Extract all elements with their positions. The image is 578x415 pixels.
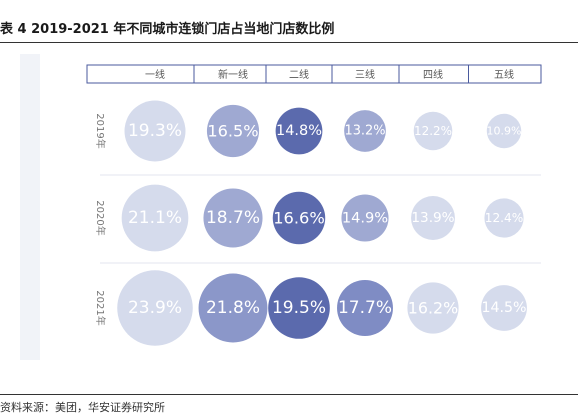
bubble-circle (121, 184, 189, 252)
bubble-2-1: 21.8% (198, 273, 268, 343)
bubble-0-0: 19.3% (124, 100, 186, 162)
bubble-0-3: 13.2% (344, 110, 386, 152)
bubble-label: 21.8% (206, 298, 260, 318)
chart-title: 表 4 2019-2021 年不同城市连锁门店占当地门店数比例 (0, 22, 335, 37)
bubble-label: 12.2% (414, 124, 452, 138)
header-frame (86, 64, 542, 84)
bubble-2-0: 23.9% (117, 270, 193, 346)
bubble-label: 12.4% (485, 211, 524, 225)
figure-left-panel (20, 54, 40, 360)
bubble-label: 23.9% (128, 298, 182, 318)
bubble-1-4: 13.9% (411, 196, 455, 240)
bubble-circle (484, 198, 524, 238)
bubble-label: 14.8% (276, 123, 322, 139)
bubble-circle (268, 277, 330, 339)
bubble-circle (411, 196, 455, 240)
row-label-0: 2019年 (94, 113, 107, 148)
bubble-label: 17.7% (338, 298, 392, 318)
bubble-label: 19.3% (128, 121, 182, 141)
bubble-circle (124, 100, 186, 162)
bubble-circle (275, 107, 323, 155)
bubble-circle (407, 282, 459, 334)
row-label-1: 2020年 (94, 200, 107, 235)
bubble-circle (272, 191, 326, 245)
bubble-label: 14.9% (342, 210, 388, 227)
bubble-circle (203, 188, 263, 248)
bubble-label: 13.2% (344, 124, 385, 139)
header-row: 一线 新一线 二线 三线 四线 五线 (86, 64, 542, 84)
bubble-label: 21.1% (128, 208, 182, 228)
bubble-circle (341, 194, 389, 242)
header-label-5: 五线 (494, 68, 514, 81)
source-note: 资料来源：美团，华安证券研究所 (0, 401, 165, 414)
bubble-label: 16.2% (408, 299, 458, 318)
bubble-0-2: 14.8% (275, 107, 323, 155)
bubble-circle (198, 273, 268, 343)
bubble-circle (481, 285, 527, 331)
bubbles: 19.3% 16.5% 14.8% 13.2% 12.2% 10.9% 21.1% 18.7%… (117, 100, 527, 346)
bubble-circle (206, 104, 260, 158)
bubble-1-1: 18.7% (203, 188, 263, 248)
bubble-label: 16.6% (273, 209, 325, 228)
header-label-2: 二线 (289, 68, 309, 81)
bubble-circle (117, 270, 193, 346)
bubble-label: 13.9% (411, 210, 454, 226)
bubble-2-5: 14.5% (481, 285, 527, 331)
header-label-0: 一线 (145, 68, 165, 81)
bubble-2-2: 19.5% (268, 277, 330, 339)
bubble-2-3: 17.7% (337, 280, 393, 336)
bubble-circle (344, 110, 386, 152)
title-rule (0, 42, 578, 43)
bubble-2-4: 16.2% (407, 282, 459, 334)
bubble-label: 19.5% (272, 298, 326, 318)
bubble-1-5: 12.4% (484, 198, 524, 238)
bubble-label: 16.5% (207, 122, 258, 141)
bubble-0-1: 16.5% (206, 104, 260, 158)
source-rule (0, 394, 578, 395)
header-label-3: 三线 (355, 68, 375, 81)
bubble-label: 14.5% (481, 300, 526, 316)
row-dividers (100, 174, 541, 264)
bubble-circle (486, 113, 522, 149)
row-label-2: 2021年 (94, 290, 107, 325)
row-labels: 2019年 2020年 2021年 (94, 113, 107, 325)
bubble-1-0: 21.1% (121, 184, 189, 252)
bubble-label: 18.7% (206, 208, 260, 228)
header-label-1: 新一线 (218, 68, 248, 81)
header-label-4: 四线 (423, 68, 443, 81)
bubble-label: 10.9% (487, 125, 522, 138)
bubble-1-2: 16.6% (272, 191, 326, 245)
bubble-circle (413, 111, 453, 151)
bubble-circle (337, 280, 393, 336)
bubble-0-4: 12.2% (413, 111, 453, 151)
bubble-0-5: 10.9% (486, 113, 522, 149)
bubble-1-3: 14.9% (341, 194, 389, 242)
